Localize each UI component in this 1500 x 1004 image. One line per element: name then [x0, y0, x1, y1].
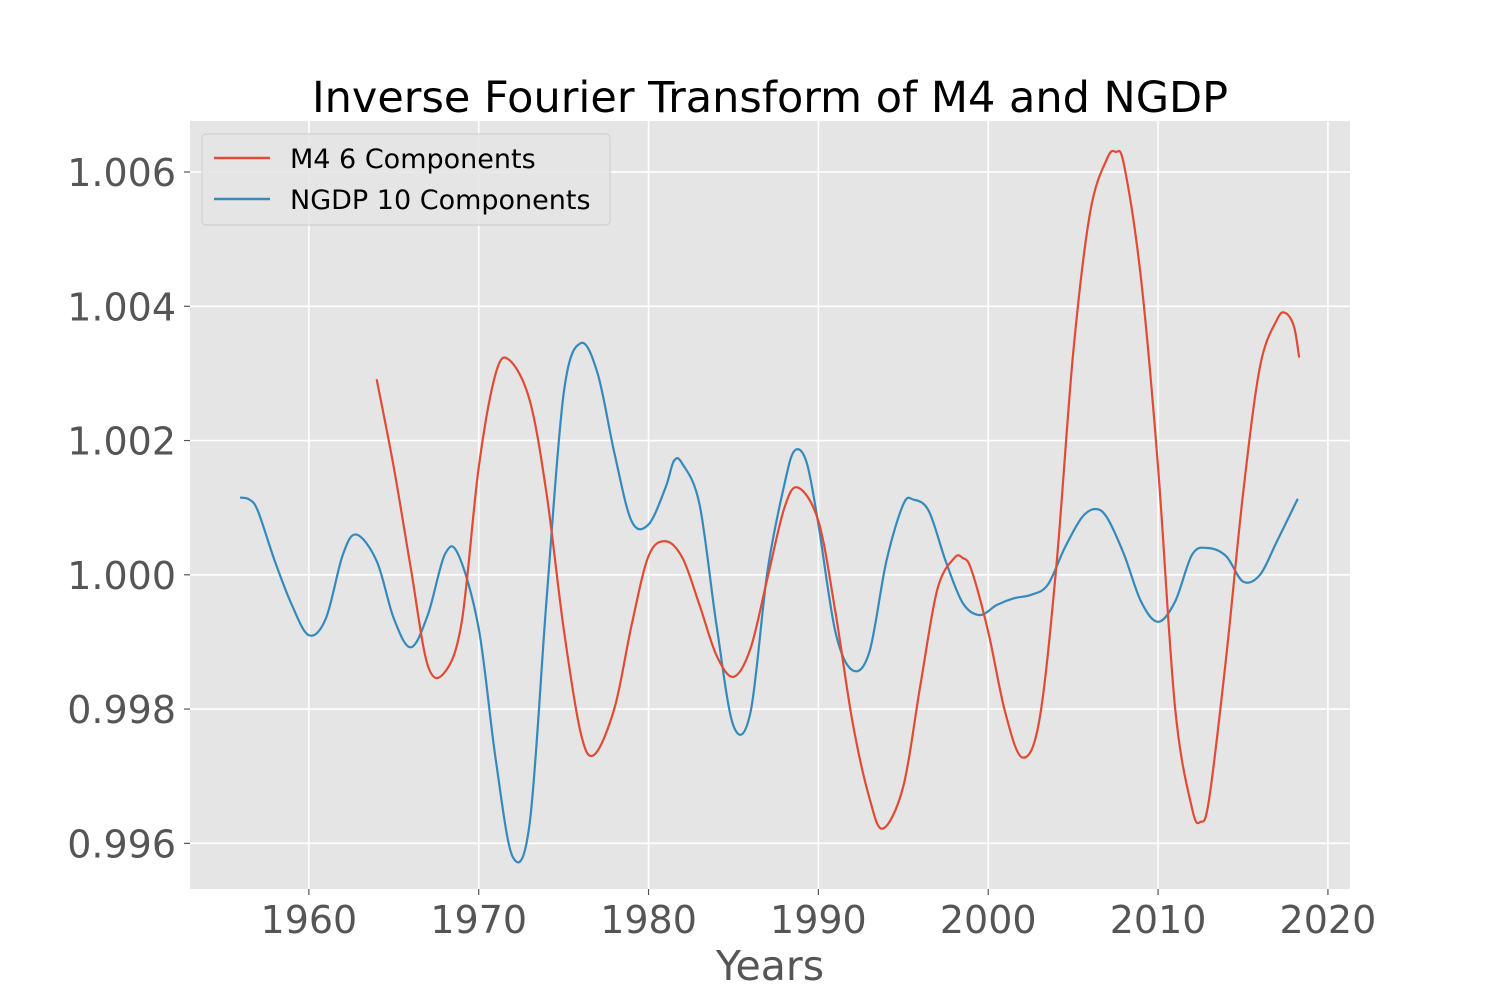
- x-tick-label: 2000: [940, 898, 1037, 942]
- x-tick-label: 2020: [1280, 898, 1377, 942]
- y-tick-label: 1.006: [67, 151, 176, 195]
- y-tick-label: 1.002: [67, 420, 176, 464]
- x-tick-label: 1990: [770, 898, 867, 942]
- x-axis-ticks: 1960 1970 1980 1990 2000 2010 2020: [261, 889, 1377, 942]
- legend-label-ngdp: NGDP 10 Components: [290, 185, 591, 216]
- y-tick-label: 1.000: [67, 554, 176, 598]
- y-tick-label: 0.996: [67, 822, 176, 866]
- y-tick-label: 1.004: [67, 285, 176, 329]
- grid-lines: [190, 121, 1350, 889]
- legend-label-m4: M4 6 Components: [290, 144, 536, 175]
- series-line-m4: [375, 149, 1301, 830]
- y-tick-label: 0.998: [67, 688, 176, 732]
- x-tick-label: 1980: [600, 898, 697, 942]
- series-line-ngdp: [239, 341, 1299, 864]
- x-axis-label: Years: [715, 942, 824, 990]
- legend-box: [201, 133, 611, 226]
- x-tick-label: 1960: [261, 898, 358, 942]
- x-tick-label: 1970: [430, 898, 527, 942]
- chart-title: Inverse Fourier Transform of M4 and NGDP: [312, 73, 1228, 123]
- plot-area: [190, 121, 1350, 889]
- series-lines: [239, 149, 1301, 864]
- x-tick-label: 2010: [1110, 898, 1207, 942]
- legend: M4 6 Components NGDP 10 Components: [201, 133, 611, 226]
- y-axis-ticks: 0.996 0.998 1.000 1.002 1.004 1.006: [67, 151, 190, 866]
